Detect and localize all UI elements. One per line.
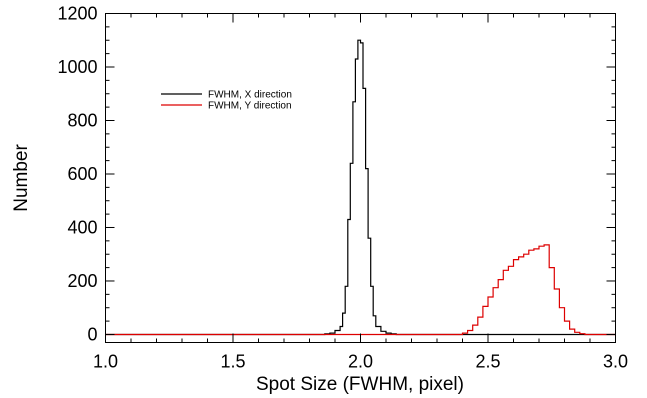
y-tick-label: 800 bbox=[67, 110, 97, 130]
x-tick-label: 1.0 bbox=[93, 352, 118, 372]
legend-label: FWHM, X direction bbox=[208, 90, 292, 101]
y-tick-label: 0 bbox=[87, 324, 97, 344]
plot-lines bbox=[105, 39, 616, 336]
y-axis-title: Number bbox=[11, 144, 32, 212]
plot-frame bbox=[105, 13, 616, 343]
x-tick-label: 2.0 bbox=[348, 352, 373, 372]
x-tick-label: 2.5 bbox=[475, 352, 500, 372]
y-tick-label: 200 bbox=[67, 271, 97, 291]
axis-ticks: 1.0 1.5 2.0 2.5 3.0 0 200 400 600 800 1000 1200 bbox=[57, 4, 628, 372]
x-axis-title: Spot Size (FWHM, pixel) bbox=[256, 374, 464, 395]
y-tick-label: 400 bbox=[67, 217, 97, 237]
legend-label: FWHM, Y direction bbox=[208, 101, 292, 112]
y-tick-label: 1200 bbox=[57, 4, 97, 24]
x-tick-label: 3.0 bbox=[603, 352, 628, 372]
x-tick-label: 1.5 bbox=[220, 352, 245, 372]
y-tick-label: 1000 bbox=[57, 57, 97, 77]
series-line-0 bbox=[105, 39, 616, 336]
y-tick-label: 600 bbox=[67, 164, 97, 184]
series-line-1 bbox=[105, 244, 616, 336]
